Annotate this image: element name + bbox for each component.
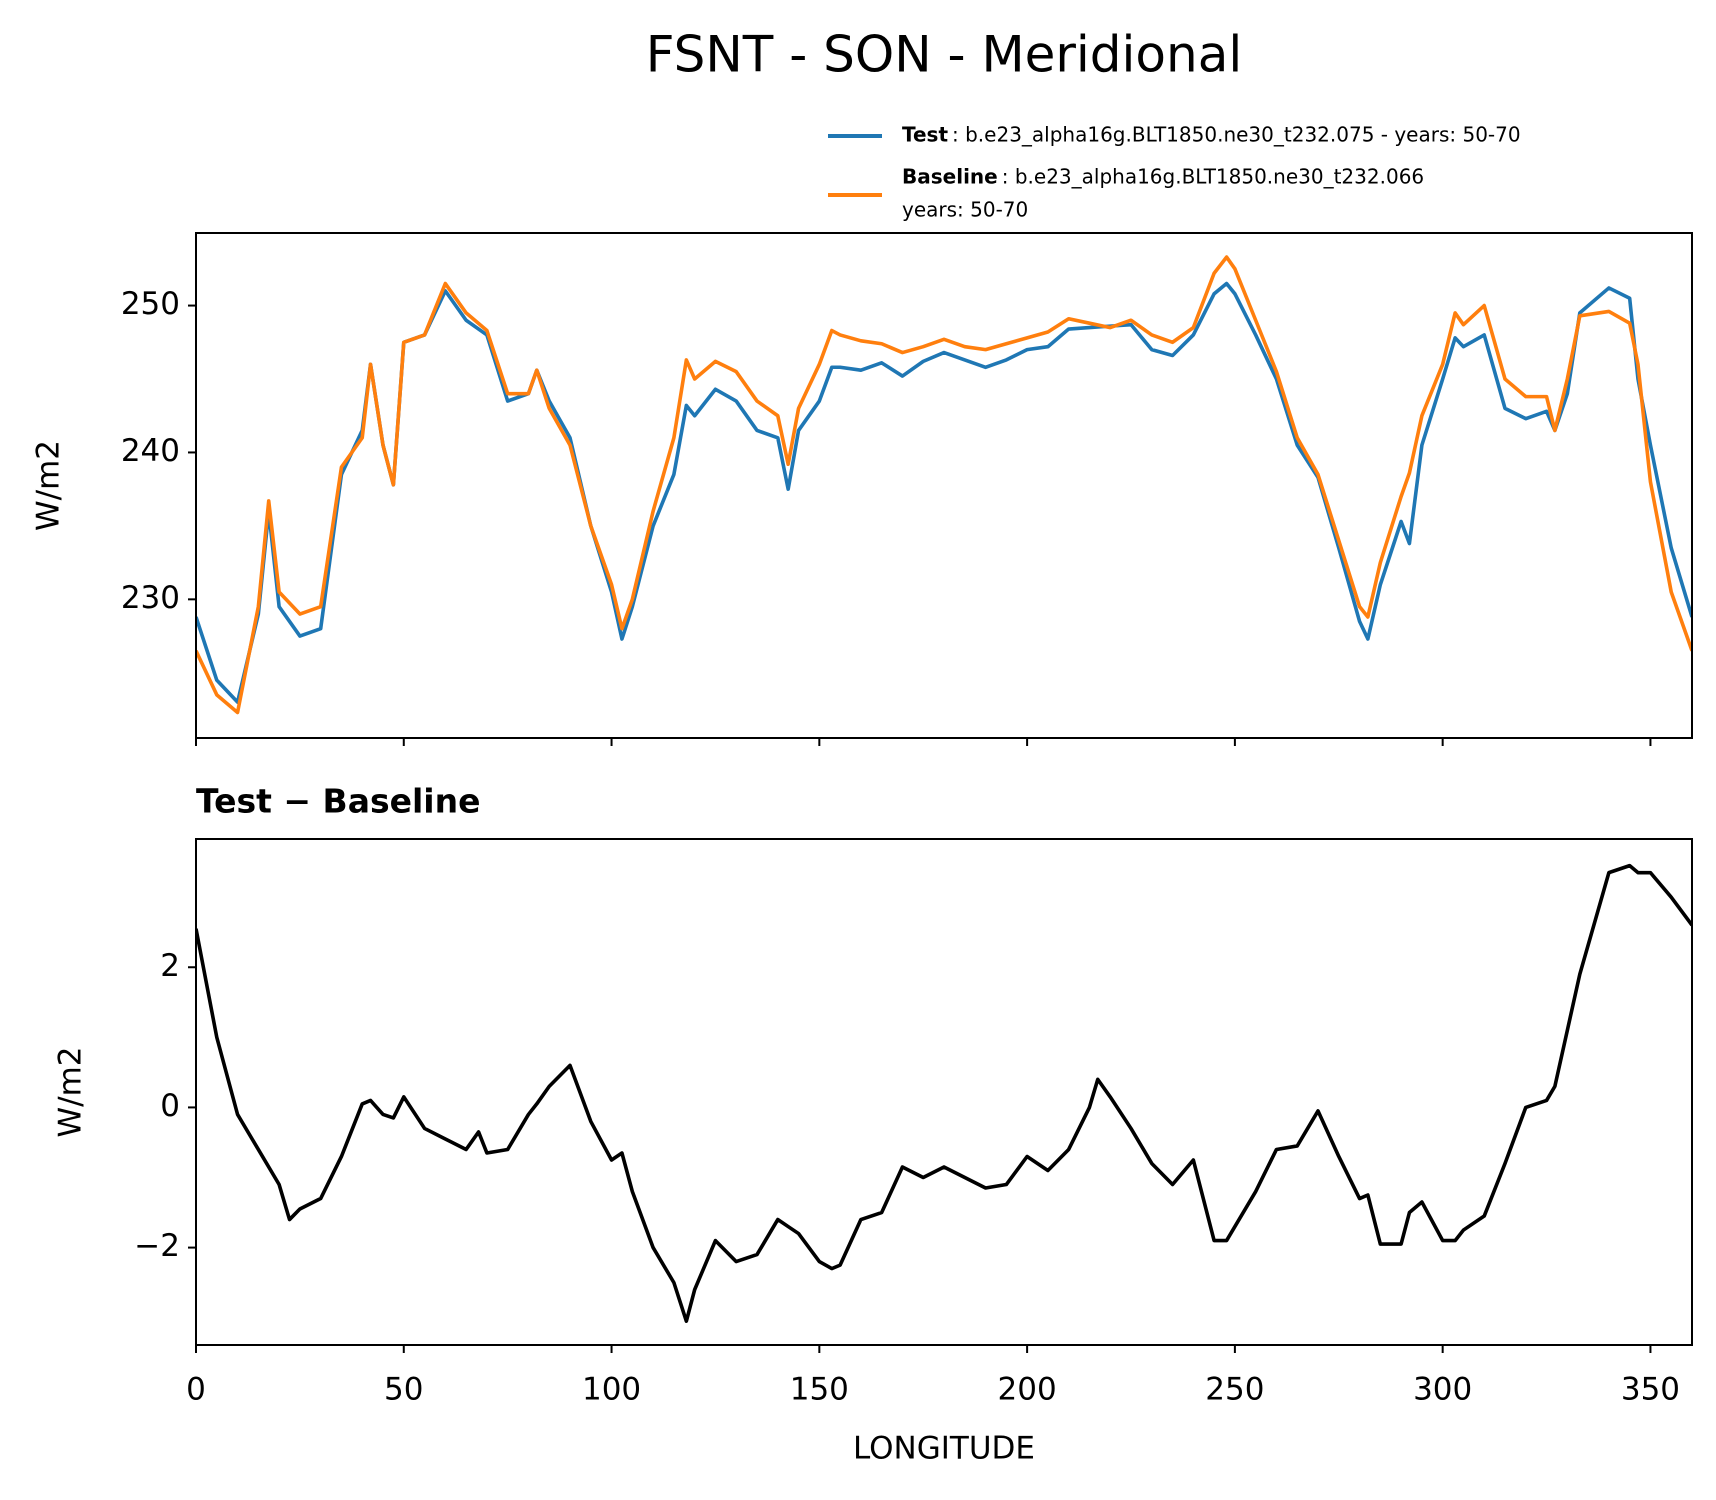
x-tick-label: 300 bbox=[1413, 1372, 1472, 1408]
x-axis-label: LONGITUDE bbox=[853, 1431, 1035, 1467]
x-tick-label: 250 bbox=[1205, 1372, 1264, 1408]
legend-description: : b.e23_alpha16g.BLT1850.ne30_t232.066 bbox=[1002, 165, 1424, 189]
data-line bbox=[196, 863, 1692, 1323]
legend-description: : b.e23_alpha16g.BLT1850.ne30_t232.075 -… bbox=[952, 123, 1521, 147]
x-tick-label: 350 bbox=[1621, 1372, 1680, 1408]
legend-name: Baseline bbox=[902, 165, 998, 189]
y-axis-label: W/m2 bbox=[31, 440, 67, 531]
y-tick-label: 250 bbox=[121, 286, 180, 322]
x-tick-label: 50 bbox=[384, 1372, 423, 1408]
legend-name: Test bbox=[902, 123, 948, 147]
data-line bbox=[196, 281, 1692, 704]
y-tick-label: 0 bbox=[160, 1088, 180, 1124]
legend-description: years: 50-70 bbox=[902, 198, 1028, 222]
y-tick-label: 230 bbox=[121, 580, 180, 616]
x-tick-label: 0 bbox=[186, 1372, 206, 1408]
y-tick-label: 240 bbox=[121, 433, 180, 469]
subtitle: Test − Baseline bbox=[196, 782, 481, 821]
axes-frame bbox=[195, 838, 1693, 1346]
x-tick-label: 200 bbox=[998, 1372, 1057, 1408]
y-tick-label: 2 bbox=[160, 948, 180, 984]
data-line bbox=[196, 255, 1692, 715]
axes-frame bbox=[195, 232, 1693, 739]
chart-title: FSNT - SON - Meridional bbox=[646, 26, 1243, 84]
y-tick-label: −2 bbox=[134, 1228, 180, 1264]
x-tick-label: 100 bbox=[582, 1372, 641, 1408]
x-tick-label: 150 bbox=[790, 1372, 849, 1408]
y-axis-label: W/m2 bbox=[53, 1046, 89, 1137]
